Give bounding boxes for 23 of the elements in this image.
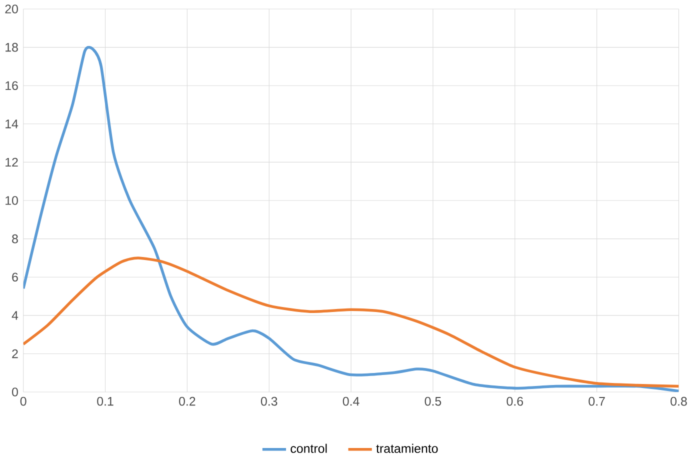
- y-tick-label: 14: [6, 119, 18, 128]
- y-tick-label: 10: [6, 196, 18, 205]
- x-tick-label: 0: [20, 396, 26, 406]
- x-tick-label: 0.4: [342, 396, 360, 406]
- x-tick-label: 0.2: [179, 396, 196, 406]
- x-tick-label: 0.3: [260, 396, 278, 406]
- y-tick-label: 18: [6, 42, 18, 52]
- y-tick-label: 2: [12, 349, 18, 358]
- x-tick-label: 0.1: [97, 396, 114, 406]
- y-tick-label: 0: [12, 387, 18, 396]
- legend-label: tratamiento: [376, 444, 438, 453]
- line-series: [23, 256, 679, 388]
- y-tick-label: 6: [12, 272, 18, 282]
- x-tick-label: 0.8: [670, 396, 687, 406]
- y-tick-label: 4: [12, 310, 18, 320]
- legend-label: control: [290, 444, 327, 453]
- y-tick-label: 16: [6, 80, 18, 90]
- x-tick-label: 0.5: [424, 396, 442, 406]
- x-tick-label: 0.6: [506, 396, 523, 406]
- y-tick-label: 20: [5, 4, 18, 14]
- y-tick-label: 12: [6, 158, 18, 166]
- y-tick-label: 8: [12, 234, 18, 244]
- x-tick-label: 0.7: [588, 396, 605, 406]
